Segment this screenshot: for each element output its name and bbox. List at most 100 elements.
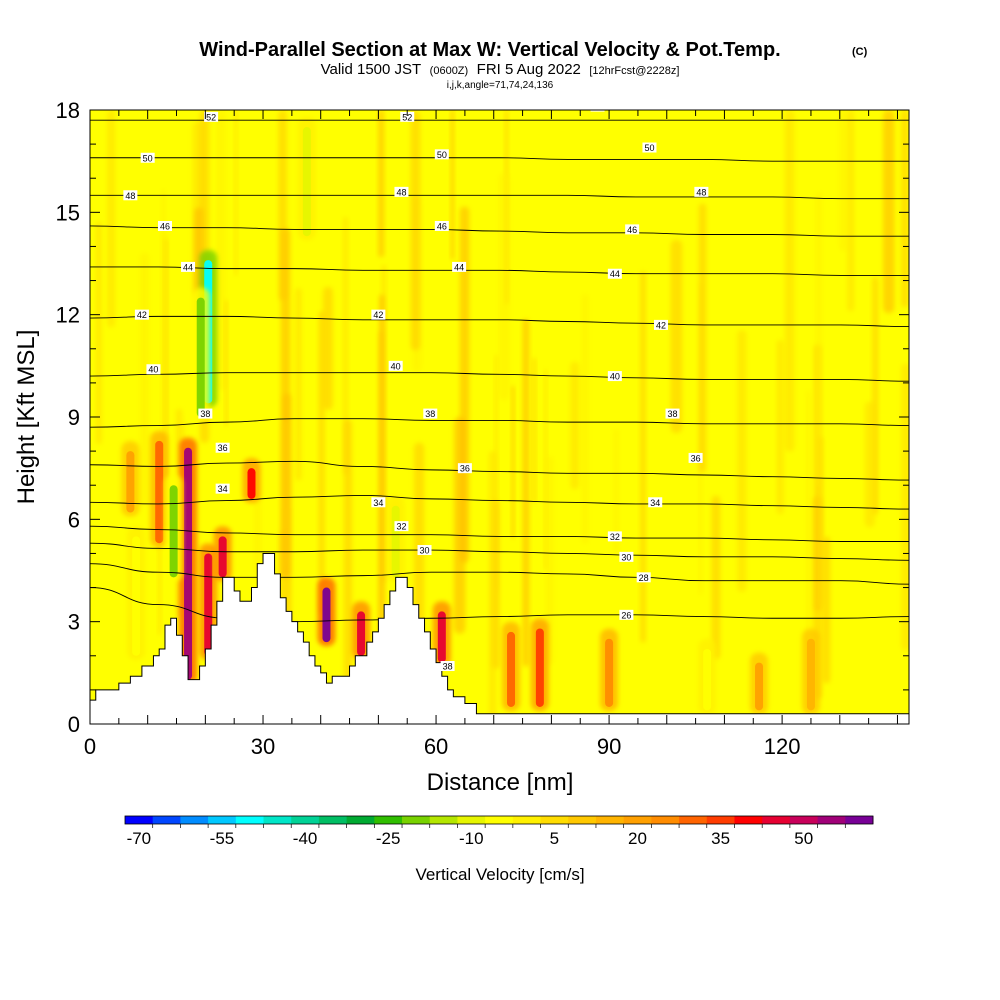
colorbar-swatch bbox=[180, 816, 209, 824]
colorbar-swatch bbox=[485, 816, 514, 824]
colorbar-swatch bbox=[540, 816, 569, 824]
theta-contour-label: 42 bbox=[653, 319, 668, 330]
theta-contour-label: 34 bbox=[371, 497, 386, 508]
x-tick-label: 60 bbox=[424, 734, 448, 759]
theta-contour-label: 52 bbox=[400, 111, 415, 122]
svg-text:50: 50 bbox=[143, 153, 153, 163]
svg-text:52: 52 bbox=[402, 112, 412, 122]
colorbar-tick-label: 35 bbox=[711, 829, 730, 848]
subtitle-date: FRI 5 Aug 2022 bbox=[477, 61, 581, 78]
velocity-streak bbox=[613, 428, 619, 553]
velocity-streak bbox=[864, 401, 875, 528]
velocity-streak bbox=[776, 339, 784, 515]
x-axis-ticks: 0 30 60 90 120 bbox=[84, 110, 898, 759]
svg-text:44: 44 bbox=[454, 262, 464, 272]
velocity-plume bbox=[164, 475, 183, 582]
velocity-features bbox=[121, 117, 820, 714]
theta-contour-label: 52 bbox=[204, 111, 219, 122]
theta-contour-label: 48 bbox=[394, 186, 409, 197]
theta-contour-label: 48 bbox=[123, 190, 138, 201]
y-tick-label: 3 bbox=[68, 610, 80, 635]
theta-contour-label: 50 bbox=[140, 152, 155, 163]
theta-contour-label: 36 bbox=[688, 452, 703, 463]
colorbar-label: Vertical Velocity [cm/s] bbox=[415, 865, 584, 884]
velocity-streak bbox=[522, 318, 530, 667]
colorbar-tick-label: -40 bbox=[293, 829, 318, 848]
velocity-streak bbox=[342, 217, 349, 475]
colorbar-swatch bbox=[374, 816, 403, 824]
colorbar-swatch bbox=[817, 816, 846, 824]
svg-text:52: 52 bbox=[206, 112, 216, 122]
colorbar-tick-label: 5 bbox=[550, 829, 559, 848]
velocity-streak bbox=[511, 385, 515, 539]
velocity-plume bbox=[801, 628, 820, 714]
colorbar-swatch bbox=[152, 816, 181, 824]
colorbar-swatch bbox=[623, 816, 652, 824]
velocity-plume bbox=[530, 618, 549, 711]
theta-contour-label: 52 bbox=[590, 102, 605, 112]
theta-contour-line bbox=[90, 372, 909, 382]
velocity-streak bbox=[450, 110, 455, 260]
colorbar-swatch bbox=[457, 816, 486, 824]
theta-contour-line bbox=[90, 194, 909, 200]
chart-subtitle: Valid 1500 JST (0600Z) FRI 5 Aug 2022 [1… bbox=[321, 61, 680, 78]
theta-contour-label: 40 bbox=[146, 364, 161, 375]
svg-text:46: 46 bbox=[627, 225, 637, 235]
colorbar-swatch bbox=[263, 816, 292, 824]
velocity-plume bbox=[127, 526, 146, 660]
y-tick-label: 9 bbox=[68, 405, 80, 430]
colorbar-swatch bbox=[402, 816, 431, 824]
velocity-plume bbox=[600, 628, 619, 711]
svg-text:50: 50 bbox=[437, 150, 447, 160]
velocity-streak bbox=[839, 110, 848, 252]
svg-text:46: 46 bbox=[160, 221, 170, 231]
theta-contour-label: 44 bbox=[452, 261, 467, 272]
velocity-streak bbox=[901, 363, 909, 651]
velocity-streak bbox=[670, 239, 683, 434]
colorbar-swatch bbox=[789, 816, 819, 824]
velocity-streak bbox=[883, 110, 895, 314]
velocity-streak bbox=[139, 252, 150, 507]
velocity-streak bbox=[784, 110, 795, 452]
svg-text:44: 44 bbox=[610, 269, 620, 279]
svg-text:32: 32 bbox=[396, 522, 406, 532]
velocity-streak bbox=[413, 442, 425, 639]
velocity-streak bbox=[278, 110, 287, 301]
colorbar-swatch bbox=[568, 816, 597, 824]
colorbar-swatch bbox=[346, 816, 375, 824]
y-tick-label: 18 bbox=[56, 98, 80, 123]
svg-text:52: 52 bbox=[593, 102, 603, 112]
velocity-streak bbox=[815, 192, 823, 487]
y-tick-label: 12 bbox=[56, 303, 80, 328]
velocity-plume bbox=[179, 437, 198, 684]
svg-text:28: 28 bbox=[639, 573, 649, 583]
svg-text:38: 38 bbox=[443, 662, 453, 672]
theta-contour-line bbox=[90, 495, 909, 510]
velocity-plume bbox=[213, 526, 232, 582]
theta-contour-label: 46 bbox=[625, 224, 640, 235]
velocity-streak bbox=[378, 294, 385, 648]
velocity-plume bbox=[242, 458, 261, 503]
svg-text:36: 36 bbox=[218, 443, 228, 453]
colorbar-tick-label: 50 bbox=[794, 829, 813, 848]
theta-contour-label: 32 bbox=[394, 521, 409, 532]
theta-contour-label: 42 bbox=[371, 309, 386, 320]
velocity-plume bbox=[352, 601, 371, 660]
theta-contour-label: 46 bbox=[434, 220, 449, 231]
svg-text:34: 34 bbox=[373, 498, 383, 508]
theta-contour-label: 30 bbox=[619, 551, 634, 562]
velocity-streak bbox=[318, 311, 325, 614]
colorbar-swatch bbox=[125, 816, 154, 824]
colorbar-swatch bbox=[291, 816, 320, 824]
velocity-streak bbox=[640, 271, 646, 643]
subtitle-forecast: [12hrFcst@2228z] bbox=[589, 65, 679, 77]
velocity-plume bbox=[698, 638, 717, 714]
velocity-streak bbox=[901, 110, 909, 308]
theta-contour-label: 28 bbox=[636, 572, 651, 583]
title-copyright-mark: (C) bbox=[852, 46, 868, 58]
velocity-plume bbox=[750, 652, 769, 714]
velocity-streak bbox=[378, 110, 385, 258]
svg-text:42: 42 bbox=[656, 320, 666, 330]
velocity-streak bbox=[545, 456, 554, 665]
